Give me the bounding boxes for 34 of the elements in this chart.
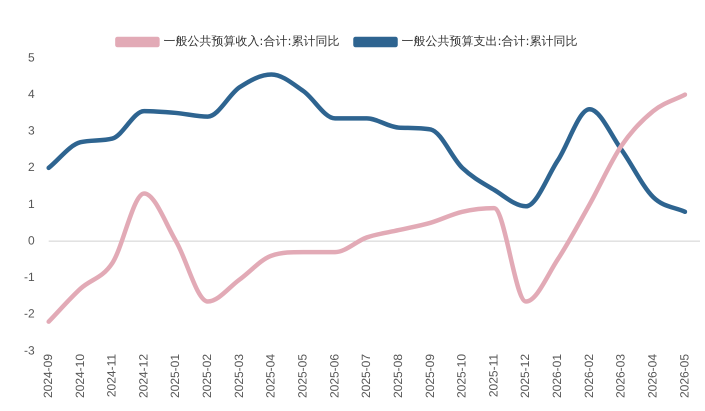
legend-label: 一般公共预算支出:合计:累计同比: [402, 34, 578, 48]
x-tick-label: 2025-07: [359, 354, 374, 398]
y-tick-label: 2: [28, 160, 35, 174]
x-tick-label: 2026-01: [550, 354, 564, 398]
x-tick-label: 2024-10: [72, 354, 87, 398]
x-tick-label: 2025-03: [232, 354, 246, 398]
y-tick-label: 0: [28, 233, 35, 248]
y-tick-label: -3: [24, 343, 35, 358]
legend-label: 一般公共预算收入:合计:累计同比: [163, 34, 340, 48]
x-tick-label: 2025-04: [264, 354, 278, 398]
x-tick-label: 2025-09: [422, 354, 437, 398]
x-tick-label: 2024-12: [136, 354, 150, 398]
x-tick-label: 2025-02: [200, 354, 214, 398]
x-tick-label: 2025-05: [296, 354, 310, 398]
y-tick-label: -2: [24, 306, 35, 321]
y-tick-label: 5: [28, 50, 35, 64]
x-tick-label: 2026-03: [614, 354, 628, 398]
x-tick-label: 2026-05: [677, 354, 692, 398]
x-tick-label: 2025-10: [454, 354, 469, 398]
x-tick-label: 2026-02: [582, 354, 596, 398]
x-tick-label: 2025-01: [168, 354, 182, 398]
x-tick-label: 2025-08: [390, 354, 405, 398]
y-tick-label: 1: [28, 196, 35, 211]
x-tick-label: 2026-04: [645, 354, 660, 398]
x-tick-label: 2024-09: [40, 354, 55, 398]
y-tick-label: -1: [24, 270, 35, 284]
y-tick-label: 3: [28, 124, 35, 138]
line-series: [46, 72, 688, 214]
line-series: [46, 92, 688, 324]
x-tick-label: 2025-12: [518, 354, 532, 398]
x-tick-label: 2024-11: [104, 354, 119, 398]
x-tick-label: 2025-11: [486, 354, 500, 398]
x-tick-label: 2025-06: [327, 354, 342, 398]
y-tick-label: 4: [28, 86, 35, 101]
